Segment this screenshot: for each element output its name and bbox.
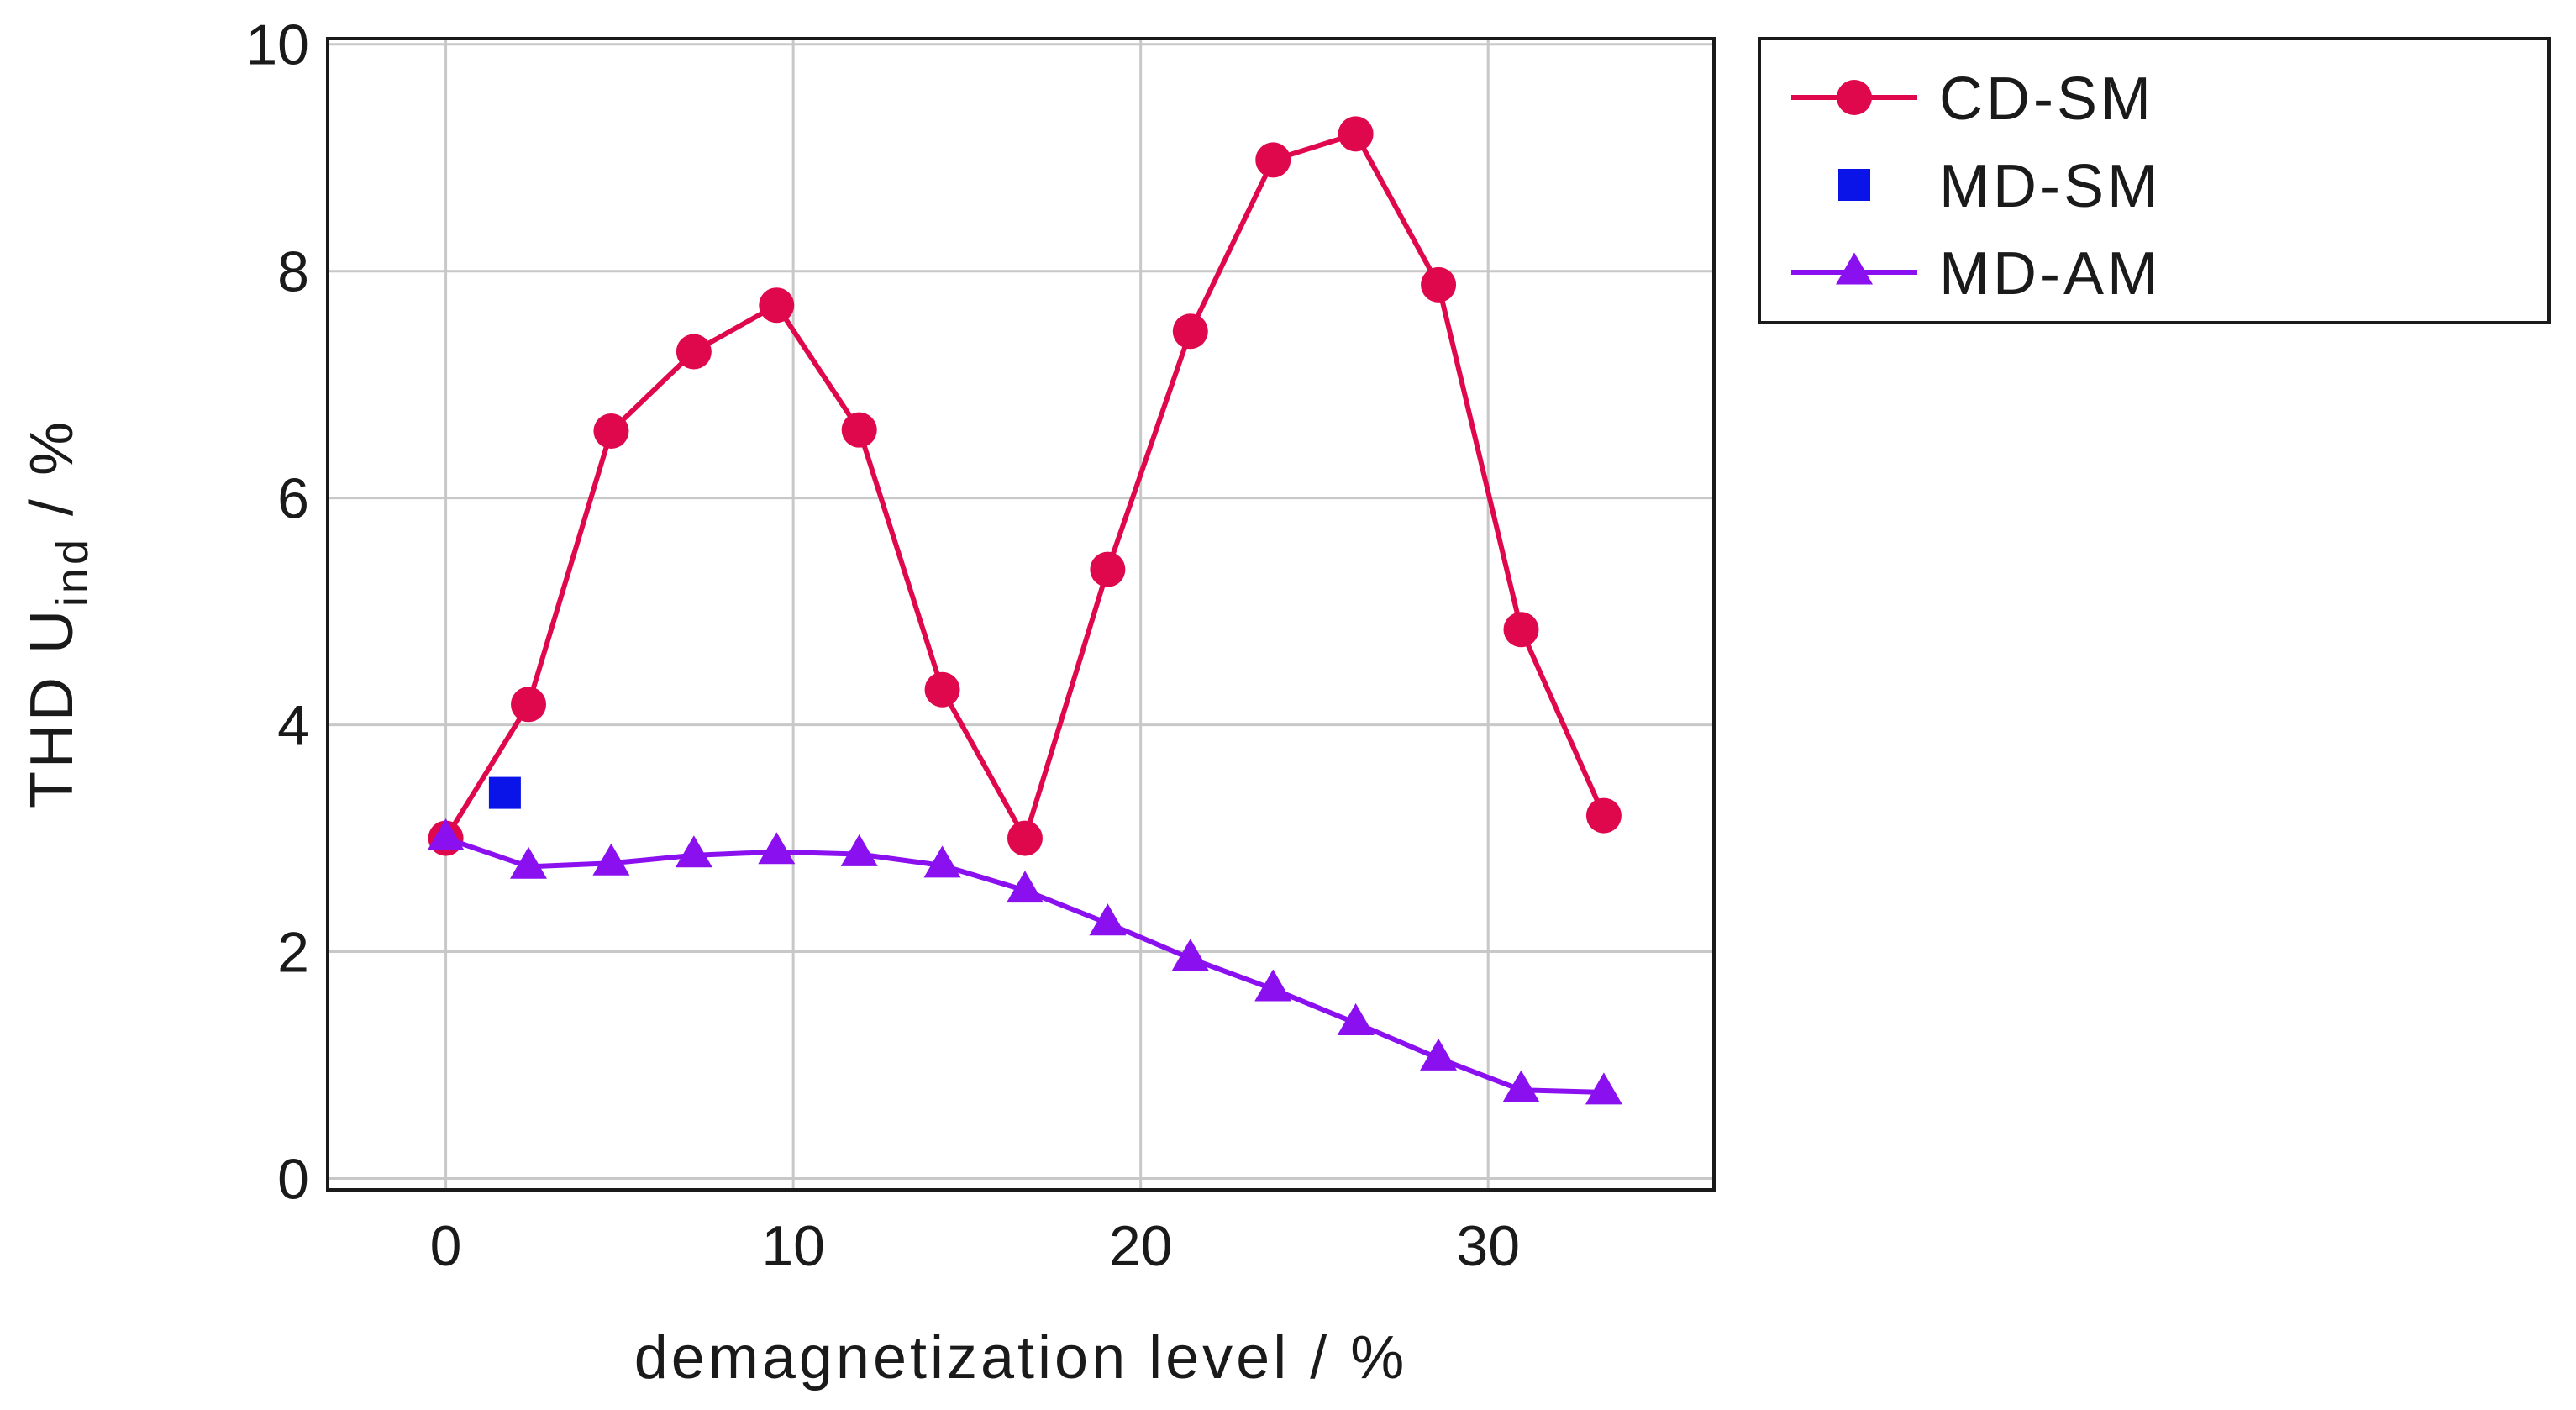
data-point-cd-sm xyxy=(511,687,547,723)
legend-marker-cd-sm xyxy=(1837,80,1872,115)
y-tick-label: 0 xyxy=(277,1148,309,1212)
legend-label-cd-sm: CD-SM xyxy=(1939,66,2154,133)
series-cd-sm xyxy=(428,116,1622,856)
data-point-md-sm xyxy=(488,776,521,809)
series-line-cd-sm xyxy=(444,131,1606,841)
data-point-cd-sm xyxy=(1585,797,1622,834)
y-axis-title-suffix: / % xyxy=(18,418,86,536)
data-point-cd-sm xyxy=(759,287,795,324)
legend: CD-SM MD-SM MD-AM xyxy=(1758,37,2551,324)
axis-ticks: 0 10 20 30 0 2 4 6 8 10 xyxy=(245,13,1520,1278)
legend-marker-md-sm xyxy=(1838,169,1870,201)
x-tick-label: 30 xyxy=(1456,1214,1520,1278)
data-point-cd-sm xyxy=(1503,612,1539,648)
y-tick-label: 6 xyxy=(277,467,309,531)
x-axis-title: demagnetization level / % xyxy=(634,1324,1407,1392)
data-point-cd-sm xyxy=(1421,266,1457,303)
data-point-md-am xyxy=(1420,1038,1458,1071)
data-point-cd-sm xyxy=(676,334,712,370)
data-point-cd-sm xyxy=(593,413,629,450)
plot-frame xyxy=(326,37,1716,1192)
legend-marker-md-am xyxy=(1836,252,1873,285)
data-point-md-am xyxy=(840,834,878,866)
data-point-md-am xyxy=(427,818,465,851)
data-point-cd-sm xyxy=(1338,116,1374,152)
y-tick-label: 4 xyxy=(277,694,309,758)
x-tick-label: 20 xyxy=(1109,1214,1173,1278)
y-axis-title-base: THD U xyxy=(18,607,86,808)
data-point-md-am xyxy=(592,843,630,876)
y-tick-label: 2 xyxy=(277,921,309,985)
y-tick-label: 10 xyxy=(245,13,309,77)
data-point-md-am xyxy=(1171,939,1209,971)
y-tick-label: 8 xyxy=(277,240,309,304)
data-point-cd-sm xyxy=(1090,551,1126,587)
series-md-sm xyxy=(488,776,521,809)
x-tick-label: 10 xyxy=(761,1214,825,1278)
data-point-md-am xyxy=(1502,1070,1540,1102)
grid-lines xyxy=(328,39,1714,1190)
data-point-md-am xyxy=(923,845,961,878)
x-tick-label: 0 xyxy=(430,1214,462,1278)
data-point-cd-sm xyxy=(924,671,960,708)
data-point-cd-sm xyxy=(841,412,877,448)
legend-label-md-sm: MD-SM xyxy=(1939,153,2161,220)
data-point-md-am xyxy=(1254,969,1292,1002)
series-md-am xyxy=(427,818,1622,1105)
y-axis-title-subscript: ind xyxy=(47,536,97,607)
data-point-md-am xyxy=(675,835,712,868)
data-point-cd-sm xyxy=(1255,142,1291,178)
data-point-cd-sm xyxy=(1172,313,1208,350)
data-point-md-am xyxy=(1006,871,1044,903)
data-point-md-am xyxy=(1337,1003,1375,1036)
data-point-md-am xyxy=(1089,903,1127,936)
data-point-md-am xyxy=(510,846,548,879)
data-point-md-am xyxy=(1585,1072,1622,1105)
legend-box xyxy=(1758,37,2551,324)
legend-label-md-am: MD-AM xyxy=(1939,240,2161,308)
y-axis-title: THD Uind / % xyxy=(18,418,97,808)
data-series xyxy=(427,116,1622,1105)
data-point-md-am xyxy=(758,832,796,865)
data-point-cd-sm xyxy=(1007,820,1043,856)
